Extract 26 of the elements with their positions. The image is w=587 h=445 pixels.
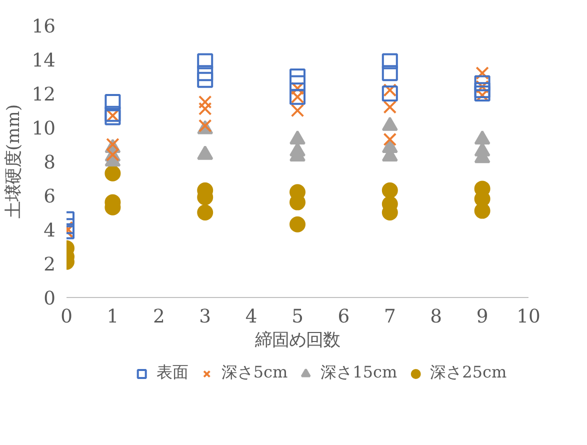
- legend-label: 深さ15cm: [320, 362, 398, 384]
- x-tick-label: 3: [199, 306, 212, 328]
- x-tick-label: 5: [292, 306, 304, 328]
- y-tick-label: 10: [32, 118, 56, 140]
- y-axis-title: 土壌硬度(mm): [4, 104, 24, 219]
- y-tick-label: 0: [44, 288, 56, 310]
- x-tick-label: 6: [338, 306, 350, 328]
- legend-label: 深さ5cm: [221, 362, 288, 384]
- y-tick-label: 8: [44, 152, 56, 174]
- x-tick-label: 2: [152, 306, 165, 328]
- y-tick-label: 4: [44, 220, 56, 242]
- x-tick-label: 8: [430, 306, 442, 328]
- x-tick-label: 0: [60, 306, 72, 328]
- legend-label: 深さ25cm: [430, 362, 507, 384]
- x-tick-label: 7: [384, 306, 396, 328]
- y-tick-label: 12: [32, 84, 56, 106]
- x-tick-label: 4: [245, 306, 258, 328]
- y-tick-label: 16: [32, 16, 56, 38]
- x-tick-label: 10: [516, 306, 540, 328]
- x-axis-title: 締固め回数: [254, 330, 340, 350]
- y-tick-label: 14: [32, 50, 56, 72]
- y-tick-label: 2: [44, 254, 56, 276]
- legend-label: 表面: [156, 362, 188, 384]
- y-tick-label: 6: [44, 186, 56, 208]
- x-tick-label: 1: [106, 306, 119, 328]
- x-tick-label: 9: [476, 306, 488, 328]
